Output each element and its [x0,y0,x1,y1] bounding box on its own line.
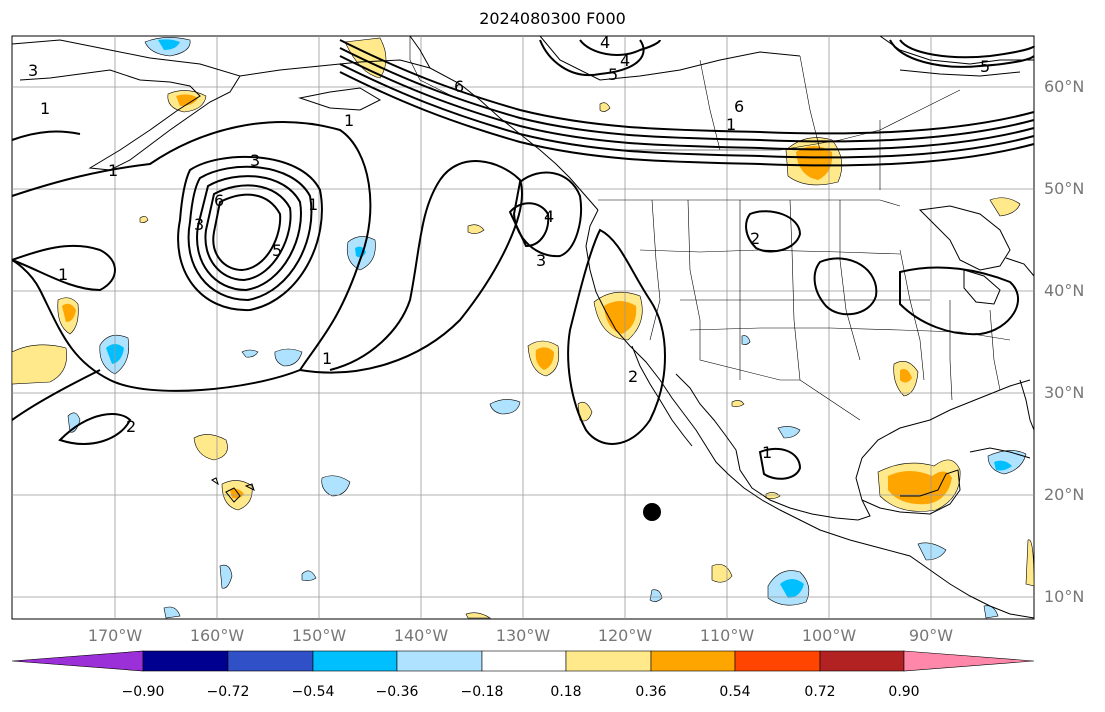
map-title: 2024080300 F000 [479,9,626,28]
colorbar-bin [819,650,905,672]
pos-patch [535,347,554,370]
colorbar-bin [481,650,567,672]
lon-label: 110°W [699,626,755,645]
colorbar-tick-label: 0.72 [804,684,836,700]
location-marker [643,503,661,521]
contour-label: 1 [344,111,354,130]
contour-label: 6 [214,191,224,210]
neg-patch [983,605,999,619]
contour-label: 5 [980,57,990,76]
colorbar-tick-label: −0.90 [121,684,165,700]
neg-patch [241,349,259,358]
pos-patch [465,612,491,619]
colorbar-bin [396,650,483,672]
lon-label: 130°W [495,626,551,645]
lon-label: 150°W [291,626,347,645]
neg-patch [777,426,801,439]
neg-patch [301,570,317,581]
neg-patch [67,412,81,433]
pos-patch [989,197,1021,217]
pos-patch [1025,539,1035,587]
colorbar-bin [565,650,652,672]
contour-label: 4 [620,51,630,70]
pos-patch [11,344,67,385]
lat-label: 50°N [1044,179,1085,198]
contour-label: 3 [536,251,546,270]
colorbar-tick-label: −0.36 [375,684,419,700]
contour-label: 6 [734,97,744,116]
contour-label: 1 [108,161,118,180]
pos-patch [900,369,912,383]
pos-patch [765,492,781,499]
colorbar-bin [650,650,736,672]
colorbar-tick-label: −0.54 [291,684,335,700]
neg-patch [158,39,180,50]
lon-label: 100°W [801,626,857,645]
lat-label: 20°N [1044,485,1085,504]
colorbar [11,650,1035,672]
contours [11,39,1035,480]
contour-label: 1 [726,115,736,134]
neg-patch [649,589,663,602]
lon-label: 140°W [393,626,449,645]
colorbar-tick-label: 0.36 [635,684,667,700]
colorbar-bin [227,650,314,672]
pos-patch [139,216,149,223]
contour-label: 5 [608,65,618,84]
pos-patch [467,224,485,234]
pos-patch [599,102,611,112]
contour-label: 2 [628,367,638,386]
contour-label: 1 [762,443,772,462]
anomaly-shading [11,37,1035,619]
colorbar-under-triangle [11,650,144,672]
colorbar-tick-label: −0.72 [206,684,250,700]
lat-label: 10°N [1044,587,1085,606]
contour-label: 3 [28,61,38,80]
pos-patch [604,301,637,334]
neg-patch [780,579,804,598]
colorbar-tick-label: −0.18 [460,684,504,700]
contour-label: 3 [250,151,260,170]
pos-patch [193,434,228,461]
lon-label: 170°W [87,626,143,645]
pos-patch [731,400,745,407]
neg-patch [219,564,233,589]
colorbar-bin [312,650,398,672]
contour-label: 2 [750,229,760,248]
pos-patch [796,146,833,180]
neg-patch [489,399,521,415]
contour-label: 1 [322,349,332,368]
pos-patch [577,401,593,422]
pos-patch [176,94,198,106]
colorbar-bin [734,650,821,672]
pos-patch [62,303,76,322]
contour-label: 3 [194,215,204,234]
neg-patch [163,606,181,619]
colorbar-over-triangle [903,650,1035,672]
contour-label: 4 [544,207,554,226]
lat-label: 30°N [1044,383,1085,402]
colorbar-tick-label: 0.18 [550,684,582,700]
contour-label: 1 [40,99,50,118]
lon-label: 120°W [597,626,653,645]
contour-label: 2 [126,417,136,436]
neg-patch [321,475,351,497]
contour-label: 4 [600,33,610,52]
lon-label: 160°W [189,626,245,645]
colorbar-tick-label: 0.54 [719,684,751,700]
contour-labels: 3 4 5 6 6 5 4 1 1 1 3 1 6 5 3 1 4 3 2 1 … [28,33,990,462]
colorbar-bin [142,650,229,672]
contour-label: 5 [272,241,282,260]
lat-label: 60°N [1044,77,1085,96]
contour-label: 6 [454,77,464,96]
lon-label: 90°W [908,626,954,645]
lat-label: 40°N [1044,281,1085,300]
neg-patch [741,335,751,345]
contour-label: 1 [308,195,318,214]
contour-label: 1 [58,265,68,284]
colorbar-tick-label: 0.90 [888,684,920,700]
neg-patch [274,348,303,367]
neg-patch [994,460,1012,471]
